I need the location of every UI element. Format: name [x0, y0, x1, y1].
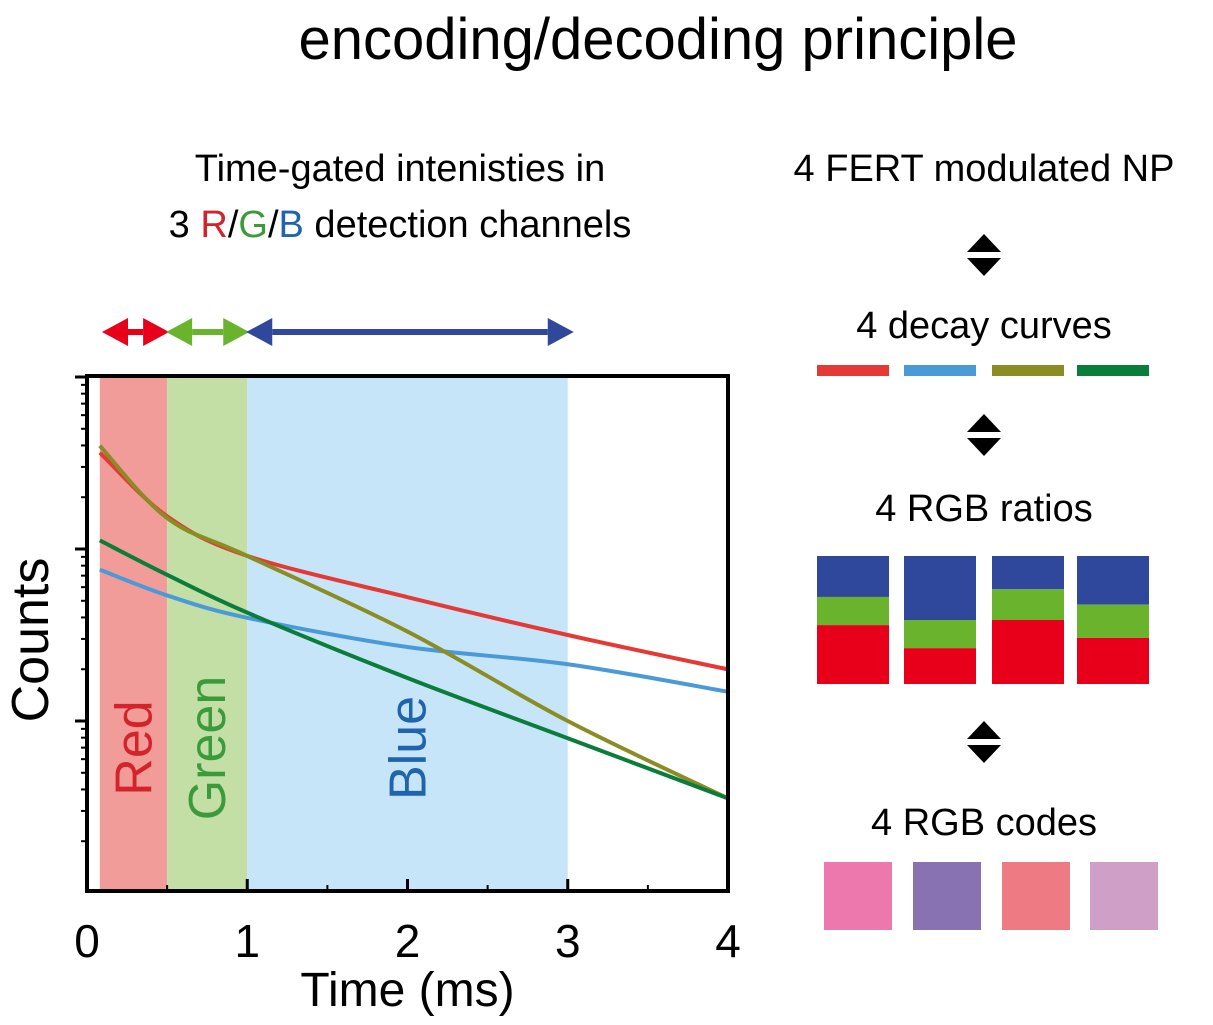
- ratio-segment-red: [904, 648, 976, 684]
- ratio-segment-green: [1077, 604, 1149, 638]
- decay-curve-swatch-3: [992, 365, 1064, 376]
- rgb-ratio-block-2: [904, 556, 976, 684]
- flow-double-arrow: [967, 721, 1001, 763]
- gate-arrow-green: [166, 318, 250, 346]
- flow-double-arrow: [967, 234, 1001, 276]
- gate-caption-r: R: [200, 204, 228, 246]
- x-tick-label: 2: [395, 915, 421, 967]
- gate-label-red: Red: [105, 700, 163, 795]
- ratio-segment-blue: [992, 556, 1064, 590]
- rgb-code-swatch-1: [824, 862, 892, 930]
- flow-decay-label: 4 decay curves: [856, 305, 1112, 347]
- plot-axes: 0 1 2 3 4 Time (ms) Counts: [2, 374, 741, 1017]
- x-tick-label: 1: [234, 915, 260, 967]
- rgb-code-swatch-2: [913, 862, 981, 930]
- gate-caption-line1: Time-gated intenisties in: [194, 148, 606, 190]
- arrow-head-up: [967, 234, 1001, 252]
- x-tick-label: 3: [555, 915, 581, 967]
- gate-arrow-head-right: [143, 318, 170, 346]
- flow-column: [817, 234, 1158, 930]
- gate-region-green: [167, 376, 248, 891]
- arrow-head-up: [967, 414, 1001, 432]
- rgb-code-swatch-3: [1002, 862, 1070, 930]
- arrow-head-down: [967, 438, 1001, 456]
- y-axis-label: Counts: [2, 558, 60, 723]
- gate-arrow-head-right: [223, 318, 250, 346]
- decay-curve-swatch-1: [817, 365, 889, 376]
- ratio-segment-red: [992, 620, 1064, 684]
- ratio-segment-red: [1077, 637, 1149, 684]
- ratio-segment-blue: [904, 556, 976, 620]
- flow-ratios-label: 4 RGB ratios: [875, 488, 1093, 530]
- main-title: encoding/decoding principle: [298, 7, 1018, 72]
- gate-arrow-head-left: [246, 318, 273, 346]
- gate-caption-b: B: [278, 204, 304, 246]
- gate-arrows: [102, 318, 574, 346]
- gate-region-red: [99, 376, 168, 891]
- gate-arrow-head-left: [166, 318, 193, 346]
- gate-caption-slash-1: /: [227, 204, 239, 246]
- ratio-segment-blue: [817, 556, 889, 597]
- decay-curve-swatch-4: [1077, 365, 1149, 376]
- gate-caption-prefix: 3: [168, 204, 201, 246]
- gate-arrow-head-right: [547, 318, 574, 346]
- gate-caption-suffix: detection channels: [303, 204, 632, 246]
- decay-curve-2: [99, 567, 729, 694]
- gate-caption-line2: 3 R/G/B detection channels: [60, 204, 740, 247]
- flow-double-arrow: [967, 414, 1001, 456]
- x-tick-label: 0: [74, 915, 100, 967]
- ratio-segment-green: [992, 589, 1064, 620]
- decay-curve-4: [98, 538, 729, 801]
- rgb-ratio-block-1: [817, 556, 889, 684]
- gate-arrow-blue: [246, 318, 574, 346]
- ratio-segment-blue: [1077, 556, 1149, 605]
- gate-caption-g: G: [238, 204, 268, 246]
- flow-codes-label: 4 RGB codes: [871, 802, 1097, 844]
- gate-arrow-head-left: [102, 318, 128, 346]
- rgb-ratio-block-4: [1077, 556, 1149, 684]
- rgb-code-swatch-4: [1090, 862, 1158, 930]
- arrow-head-down: [967, 745, 1001, 763]
- gate-label-blue: Blue: [380, 696, 438, 800]
- decay-curve-swatch-2: [904, 365, 976, 376]
- ratio-segment-green: [817, 596, 889, 626]
- decay-curves: [98, 444, 729, 801]
- gate-caption-slash-2: /: [267, 204, 279, 246]
- gate-arrow-red: [102, 318, 170, 346]
- arrow-head-down: [967, 258, 1001, 276]
- x-tick-label: 4: [715, 915, 741, 967]
- gate-label-green: Green: [179, 676, 237, 821]
- flow-np-label: 4 FERT modulated NP: [793, 148, 1175, 190]
- arrow-head-up: [967, 721, 1001, 739]
- rgb-ratio-block-3: [992, 556, 1064, 684]
- decay-curve-3: [98, 444, 729, 801]
- ratio-segment-red: [817, 625, 889, 684]
- x-axis-label: Time (ms): [300, 964, 514, 1017]
- ratio-segment-green: [904, 620, 976, 649]
